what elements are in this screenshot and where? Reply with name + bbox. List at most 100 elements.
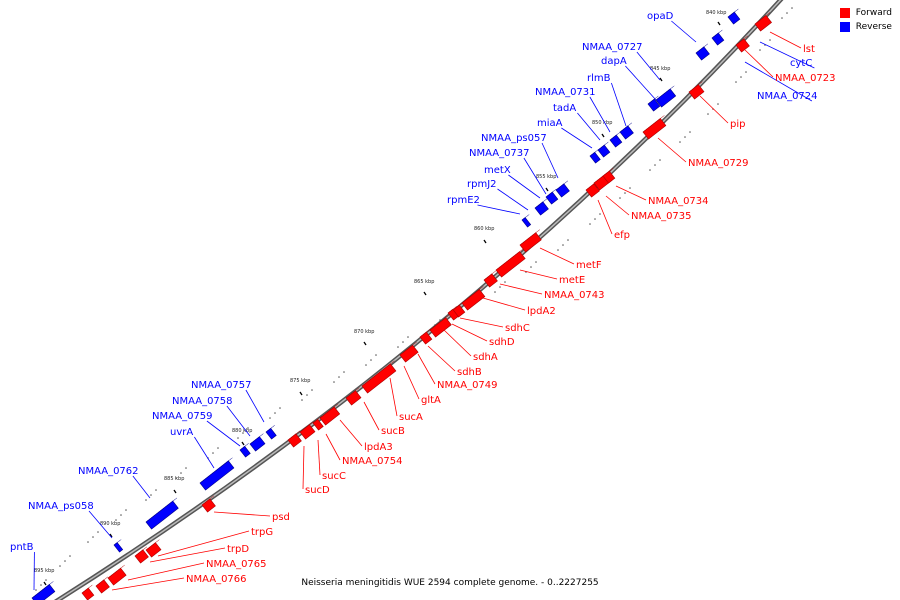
tick-label: 870 kbp xyxy=(354,329,374,335)
gene-label-nmaa_0734[interactable]: NMAA_0734 xyxy=(648,196,709,207)
gene-label-nmaa_0766[interactable]: NMAA_0766 xyxy=(186,574,247,585)
gene-box-top xyxy=(447,306,457,314)
tick-label: 865 kbp xyxy=(414,279,434,285)
leader-line xyxy=(451,323,488,342)
gene-label-nmaa_0729[interactable]: NMAA_0729 xyxy=(688,158,749,169)
tick-label: 875 kbp xyxy=(290,378,310,384)
gene-label-nmaa_ps058[interactable]: NMAA_ps058 xyxy=(28,501,94,512)
scale-dot xyxy=(717,103,719,105)
gene-label-glta[interactable]: gltA xyxy=(421,395,441,406)
leader-line xyxy=(519,269,558,280)
leader-line xyxy=(508,174,541,199)
gene-label-nmaa_0757[interactable]: NMAA_0757 xyxy=(191,380,252,391)
scale-dot xyxy=(562,244,564,246)
leader-line xyxy=(769,31,802,49)
gene-box xyxy=(688,84,705,100)
gene-box xyxy=(361,363,397,394)
gene-label-nmaa_0727[interactable]: NMAA_0727 xyxy=(582,42,643,53)
gene-label-sucb[interactable]: sucB xyxy=(381,426,405,437)
scale-dot xyxy=(619,197,621,199)
gene-label-trpg[interactable]: trpG xyxy=(251,527,273,538)
tick-mark xyxy=(241,441,245,446)
leader-line xyxy=(605,195,630,216)
tick-label: 840 kbp xyxy=(706,10,726,16)
scale-dot xyxy=(115,519,117,521)
gene-label-uvra[interactable]: uvrA xyxy=(170,427,193,438)
gene-box-top xyxy=(495,248,524,271)
scale-dot xyxy=(69,555,71,557)
gene-label-nmaa_0735[interactable]: NMAA_0735 xyxy=(631,211,692,222)
gene-label-trpd[interactable]: trpD xyxy=(227,544,249,555)
gene-box-top xyxy=(199,457,233,484)
gene-label-nmaa_0765[interactable]: NMAA_0765 xyxy=(206,559,267,570)
gene-label-lpda2[interactable]: lpdA2 xyxy=(527,306,556,317)
scale-dot xyxy=(92,536,94,538)
gene-label-metf[interactable]: metF xyxy=(576,260,602,271)
gene-label-sucd[interactable]: sucD xyxy=(305,485,330,496)
gene-label-nmaa_0759[interactable]: NMAA_0759 xyxy=(152,411,213,422)
gene-label-efp[interactable]: efp xyxy=(614,230,630,241)
strand-legend: Forward Reverse xyxy=(839,8,892,36)
gene-label-sdhb[interactable]: sdhB xyxy=(457,367,482,378)
leader-line xyxy=(157,530,250,557)
gene-label-miaa[interactable]: miaA xyxy=(537,118,563,129)
gene-label-nmaa_0724[interactable]: NMAA_0724 xyxy=(757,91,818,102)
gene-label-rlmb[interactable]: rlmB xyxy=(587,73,611,84)
scale-dot xyxy=(557,249,559,251)
gene-label-nmaa_0762[interactable]: NMAA_0762 xyxy=(78,466,139,477)
gene-label-lst[interactable]: lst xyxy=(803,44,815,55)
legend-forward-label: Forward xyxy=(855,8,892,18)
gene-label-tada[interactable]: tadA xyxy=(553,103,576,114)
gene-label-nmaa_0758[interactable]: NMAA_0758 xyxy=(172,396,233,407)
gene-label-suca[interactable]: sucA xyxy=(399,412,423,423)
gene-label-nmaa_0754[interactable]: NMAA_0754 xyxy=(342,456,403,467)
gene-label-nmaa_0737[interactable]: NMAA_0737 xyxy=(469,148,530,159)
gene-label-rpme2[interactable]: rpmE2 xyxy=(447,195,480,206)
gene-box-top xyxy=(31,581,54,599)
tick-label: 860 kbp xyxy=(474,226,494,232)
gene-box-top xyxy=(265,425,275,433)
gene-label-sdhd[interactable]: sdhD xyxy=(489,337,515,348)
gene-label-cytc[interactable]: cytC xyxy=(790,58,812,69)
scale-dot xyxy=(791,7,793,9)
gene-label-psd[interactable]: psd xyxy=(272,512,290,523)
leader-line xyxy=(657,137,687,163)
gene-label-lpda3[interactable]: lpdA3 xyxy=(364,442,393,453)
gene-label-nmaa_0723[interactable]: NMAA_0723 xyxy=(775,73,836,84)
gene-box-top xyxy=(545,188,557,198)
scale-dot xyxy=(185,467,187,469)
gene-label-nmaa_0731[interactable]: NMAA_0731 xyxy=(535,87,596,98)
scale-dot xyxy=(365,364,367,366)
gene-label-pip[interactable]: pip xyxy=(730,119,745,130)
forward-swatch xyxy=(839,8,850,18)
tick-label: 890 kbp xyxy=(100,521,120,527)
gene-label-dapa[interactable]: dapA xyxy=(601,56,627,67)
scale-dot xyxy=(397,346,399,348)
leader-line xyxy=(759,41,815,69)
gene-label-rpmj2[interactable]: rpmJ2 xyxy=(467,179,497,190)
tick-mark xyxy=(109,533,113,538)
tick-label: 895 kbp xyxy=(34,568,54,574)
gene-box xyxy=(597,144,611,158)
gene-label-nmaa_0749[interactable]: NMAA_0749 xyxy=(437,380,498,391)
scale-dot xyxy=(247,427,249,429)
gene-label-nmaa_ps057[interactable]: NMAA_ps057 xyxy=(481,133,547,144)
gene-label-mete[interactable]: metE xyxy=(559,275,585,286)
gene-box xyxy=(81,587,95,600)
leader-line xyxy=(636,51,661,81)
gene-label-sdha[interactable]: sdhA xyxy=(473,352,498,363)
gene-label-opad[interactable]: opaD xyxy=(647,11,674,22)
leader-line xyxy=(541,142,559,179)
gene-label-metx[interactable]: metX xyxy=(484,165,511,176)
scale-dot xyxy=(155,489,157,491)
gene-box-top xyxy=(735,35,749,46)
scale-dot xyxy=(499,286,501,288)
gene-label-sdhc[interactable]: sdhC xyxy=(505,323,530,334)
gene-label-succ[interactable]: sucC xyxy=(322,471,346,482)
leader-line xyxy=(577,112,601,141)
scale-dot xyxy=(120,514,122,516)
gene-label-nmaa_0743[interactable]: NMAA_0743 xyxy=(544,290,605,301)
tick-mark xyxy=(423,291,427,296)
scale-dot xyxy=(594,218,596,220)
gene-label-pntb[interactable]: pntB xyxy=(10,542,34,553)
